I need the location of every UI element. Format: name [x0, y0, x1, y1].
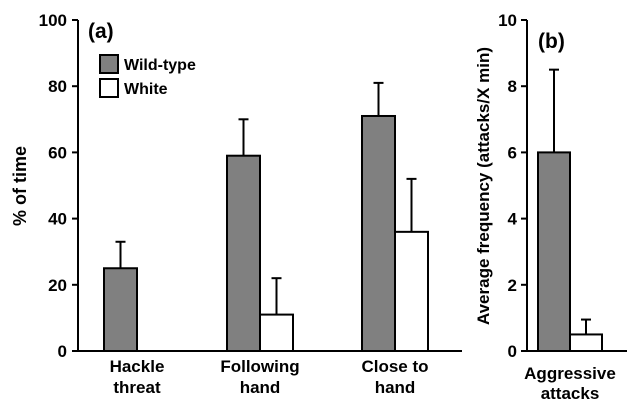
panel-b-y-tick-label: 6	[508, 143, 517, 162]
panel-a-y-tick-label: 100	[39, 11, 67, 30]
panel-b-y-tick-label: 8	[508, 77, 517, 96]
panel-b-bar-wild-type	[537, 151, 571, 352]
panel-a-y-tick-label: 0	[58, 342, 67, 361]
panel-a-category-label: Following	[220, 357, 299, 376]
panel-b-y-axis-title: Average frequency (attacks/X min)	[474, 47, 493, 325]
panel-a-chart: (a) % of time 0 20 40 60 80 100 Hackle threat F…	[10, 11, 462, 397]
panel-b-category-label: attacks	[541, 384, 600, 403]
panel-a-y-tick-label: 40	[48, 210, 67, 229]
panel-a-y-tick-label: 60	[48, 143, 67, 162]
panel-a-category-label: Close to	[361, 357, 428, 376]
panel-b-y-tick-label: 10	[498, 11, 517, 30]
legend-label-wild-type: Wild-type	[124, 57, 196, 74]
panel-a-category-label: hand	[375, 378, 416, 397]
panel-a-legend: Wild-type White	[99, 54, 196, 98]
panel-a-category-label: Hackle	[110, 357, 165, 376]
panel-b-category-label: Aggressive	[524, 364, 616, 383]
panel-b-label: (b)	[538, 30, 565, 53]
panel-b-chart: (b) Average frequency (attacks/X min) 0 2…	[474, 11, 627, 403]
panel-b-y-tick-label: 2	[508, 276, 517, 295]
panel-a-category-label: threat	[113, 378, 161, 397]
panel-a-y-tick-label: 80	[48, 77, 67, 96]
panel-a-category-label: hand	[240, 378, 281, 397]
panel-b-y-tick-label: 0	[508, 342, 517, 361]
panel-a-y-tick-label: 20	[48, 276, 67, 295]
panel-a-bar-white	[394, 230, 429, 352]
legend-swatch-white	[99, 78, 119, 98]
panel-b-y-tick-label: 4	[508, 210, 518, 229]
panel-a-bar-wild-type	[361, 114, 396, 352]
panel-a-bar-wild-type	[103, 267, 138, 352]
legend-label-white: White	[124, 81, 168, 98]
legend-swatch-wild-type	[99, 54, 119, 74]
panel-a-y-axis-title: % of time	[10, 146, 30, 226]
panel-a-bar-white	[259, 313, 294, 352]
panel-a-bar-wild-type	[226, 154, 261, 352]
panel-a-label: (a)	[88, 20, 114, 43]
panel-b-bar-white	[569, 333, 603, 353]
